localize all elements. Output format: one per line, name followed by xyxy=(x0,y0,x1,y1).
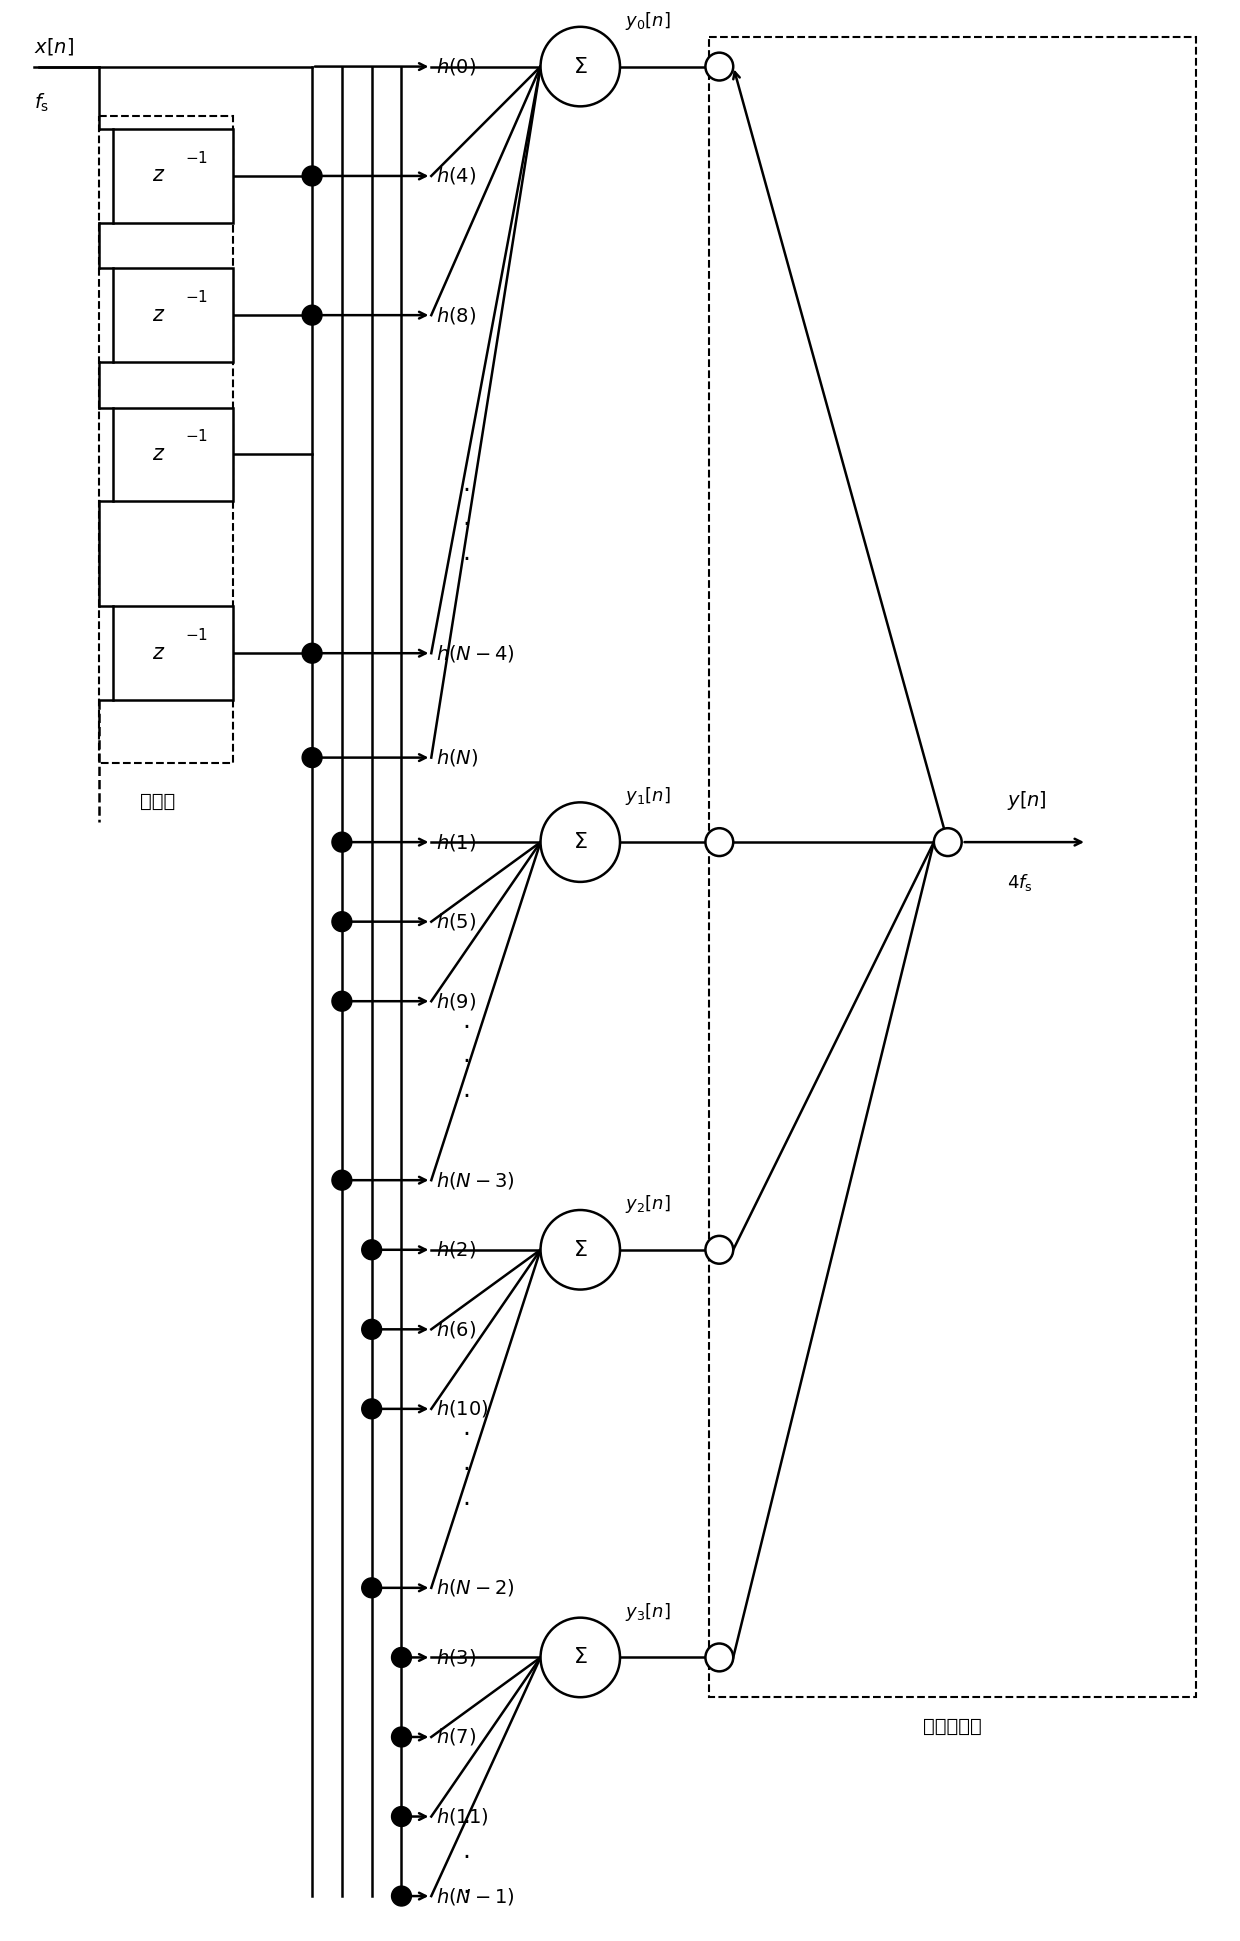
Circle shape xyxy=(706,1644,733,1671)
Text: $y_0[n]$: $y_0[n]$ xyxy=(625,10,671,31)
Text: 转接器单元: 转接器单元 xyxy=(924,1718,982,1735)
Circle shape xyxy=(541,27,620,107)
Circle shape xyxy=(303,747,322,767)
Circle shape xyxy=(362,1240,382,1260)
Text: $y[n]$: $y[n]$ xyxy=(1007,790,1048,811)
Circle shape xyxy=(362,1399,382,1419)
Text: $h(7)$: $h(7)$ xyxy=(436,1726,476,1747)
Circle shape xyxy=(541,1209,620,1289)
Bar xyxy=(709,37,1197,1696)
Bar xyxy=(98,116,233,763)
Text: $\cdot$: $\cdot$ xyxy=(463,1050,470,1071)
Text: $h(N-1)$: $h(N-1)$ xyxy=(436,1885,515,1906)
Text: $x[n]$: $x[n]$ xyxy=(33,35,74,56)
Text: $z$: $z$ xyxy=(151,444,165,464)
Circle shape xyxy=(392,1727,412,1747)
Text: $\Sigma$: $\Sigma$ xyxy=(573,831,588,854)
Bar xyxy=(113,130,233,223)
Text: $\cdot$: $\cdot$ xyxy=(463,1085,470,1106)
Text: $\cdot$: $\cdot$ xyxy=(463,512,470,536)
Text: $\cdot$: $\cdot$ xyxy=(463,1423,470,1446)
Text: $\Sigma$: $\Sigma$ xyxy=(573,1238,588,1262)
Bar xyxy=(113,268,233,361)
Text: $z$: $z$ xyxy=(151,305,165,324)
Circle shape xyxy=(541,1617,620,1696)
Text: $h(2)$: $h(2)$ xyxy=(436,1238,476,1260)
Text: $\cdot$: $\cdot$ xyxy=(463,1879,470,1902)
Text: 延迟线: 延迟线 xyxy=(140,792,176,811)
Circle shape xyxy=(362,1320,382,1339)
Text: $\cdot$: $\cdot$ xyxy=(463,1811,470,1832)
Circle shape xyxy=(303,305,322,324)
Text: $-1$: $-1$ xyxy=(185,429,208,444)
Circle shape xyxy=(332,833,352,852)
Text: $-1$: $-1$ xyxy=(185,289,208,305)
Text: $\cdot$: $\cdot$ xyxy=(463,1015,470,1038)
Text: $h(N-2)$: $h(N-2)$ xyxy=(436,1578,515,1597)
Circle shape xyxy=(706,52,733,80)
Text: $h(10)$: $h(10)$ xyxy=(436,1398,489,1419)
Text: $h(1)$: $h(1)$ xyxy=(436,831,476,852)
Text: $y_2[n]$: $y_2[n]$ xyxy=(625,1194,671,1215)
Circle shape xyxy=(303,167,322,186)
Text: $h(0)$: $h(0)$ xyxy=(436,56,476,78)
Text: $\cdot$: $\cdot$ xyxy=(463,477,470,501)
Text: $\cdot$: $\cdot$ xyxy=(463,1458,470,1481)
Text: $z$: $z$ xyxy=(151,167,165,186)
Text: $4f_{\rm s}$: $4f_{\rm s}$ xyxy=(1007,872,1033,893)
Text: $h(4)$: $h(4)$ xyxy=(436,165,476,186)
Text: $h(11)$: $h(11)$ xyxy=(436,1805,489,1826)
Circle shape xyxy=(541,802,620,881)
Text: $\Sigma$: $\Sigma$ xyxy=(573,56,588,78)
Circle shape xyxy=(332,912,352,932)
Text: $\cdot$: $\cdot$ xyxy=(463,547,470,571)
Text: $h(N)$: $h(N)$ xyxy=(436,747,479,769)
Circle shape xyxy=(332,992,352,1011)
Bar xyxy=(113,606,233,701)
Text: $h(N-4)$: $h(N-4)$ xyxy=(436,642,515,664)
Text: $-1$: $-1$ xyxy=(185,149,208,167)
Text: $-1$: $-1$ xyxy=(185,627,208,642)
Text: $y_1[n]$: $y_1[n]$ xyxy=(625,786,671,807)
Text: $h(8)$: $h(8)$ xyxy=(436,305,476,326)
Text: $\Sigma$: $\Sigma$ xyxy=(573,1646,588,1669)
Text: $\cdot$: $\cdot$ xyxy=(463,1493,470,1514)
Circle shape xyxy=(362,1578,382,1597)
Text: $h(3)$: $h(3)$ xyxy=(436,1646,476,1667)
Text: $\cdot$: $\cdot$ xyxy=(463,1844,470,1867)
Text: $h(5)$: $h(5)$ xyxy=(436,910,476,932)
Text: $y_3[n]$: $y_3[n]$ xyxy=(625,1601,671,1623)
Text: $h(9)$: $h(9)$ xyxy=(436,990,476,1011)
Circle shape xyxy=(706,1236,733,1264)
Text: $h(6)$: $h(6)$ xyxy=(436,1318,476,1339)
Text: $f_{\rm s}$: $f_{\rm s}$ xyxy=(33,91,50,115)
Circle shape xyxy=(332,1170,352,1190)
Circle shape xyxy=(392,1887,412,1906)
Circle shape xyxy=(934,829,962,856)
Circle shape xyxy=(392,1807,412,1826)
Circle shape xyxy=(706,829,733,856)
Text: $h(N-3)$: $h(N-3)$ xyxy=(436,1170,515,1190)
Text: $z$: $z$ xyxy=(151,644,165,662)
Circle shape xyxy=(392,1648,412,1667)
Bar xyxy=(113,408,233,501)
Circle shape xyxy=(303,642,322,664)
